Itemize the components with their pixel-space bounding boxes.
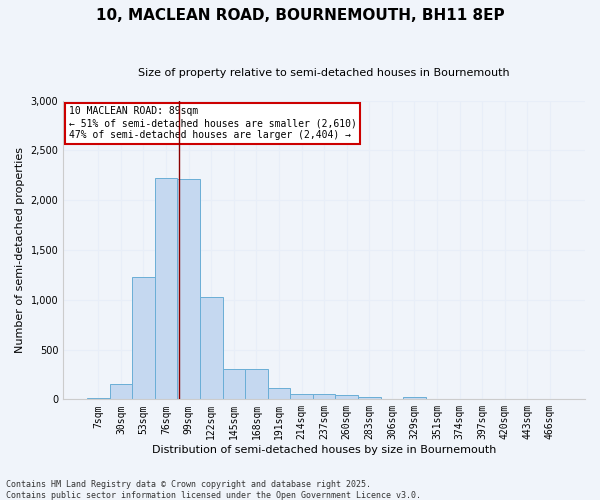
Bar (290, 394, 313, 400)
Bar (403, 397, 426, 400)
Bar (155, 178, 178, 400)
Bar (87, 398, 110, 400)
X-axis label: Distribution of semi-detached houses by size in Bournemouth: Distribution of semi-detached houses by … (152, 445, 496, 455)
Bar (223, 370, 245, 400)
Bar (358, 397, 380, 400)
Bar (178, 179, 200, 400)
Text: 10, MACLEAN ROAD, BOURNEMOUTH, BH11 8EP: 10, MACLEAN ROAD, BOURNEMOUTH, BH11 8EP (95, 8, 505, 22)
Bar (268, 388, 290, 400)
Bar (313, 394, 335, 400)
Text: 10 MACLEAN ROAD: 89sqm
← 51% of semi-detached houses are smaller (2,610)
47% of : 10 MACLEAN ROAD: 89sqm ← 51% of semi-det… (68, 106, 356, 140)
Bar (200, 296, 223, 400)
Text: Contains HM Land Registry data © Crown copyright and database right 2025.
Contai: Contains HM Land Registry data © Crown c… (6, 480, 421, 500)
Title: Size of property relative to semi-detached houses in Bournemouth: Size of property relative to semi-detach… (139, 68, 510, 78)
Bar (132, 277, 155, 400)
Y-axis label: Number of semi-detached properties: Number of semi-detached properties (15, 147, 25, 353)
Bar (110, 384, 132, 400)
Bar (245, 370, 268, 400)
Bar (335, 396, 358, 400)
